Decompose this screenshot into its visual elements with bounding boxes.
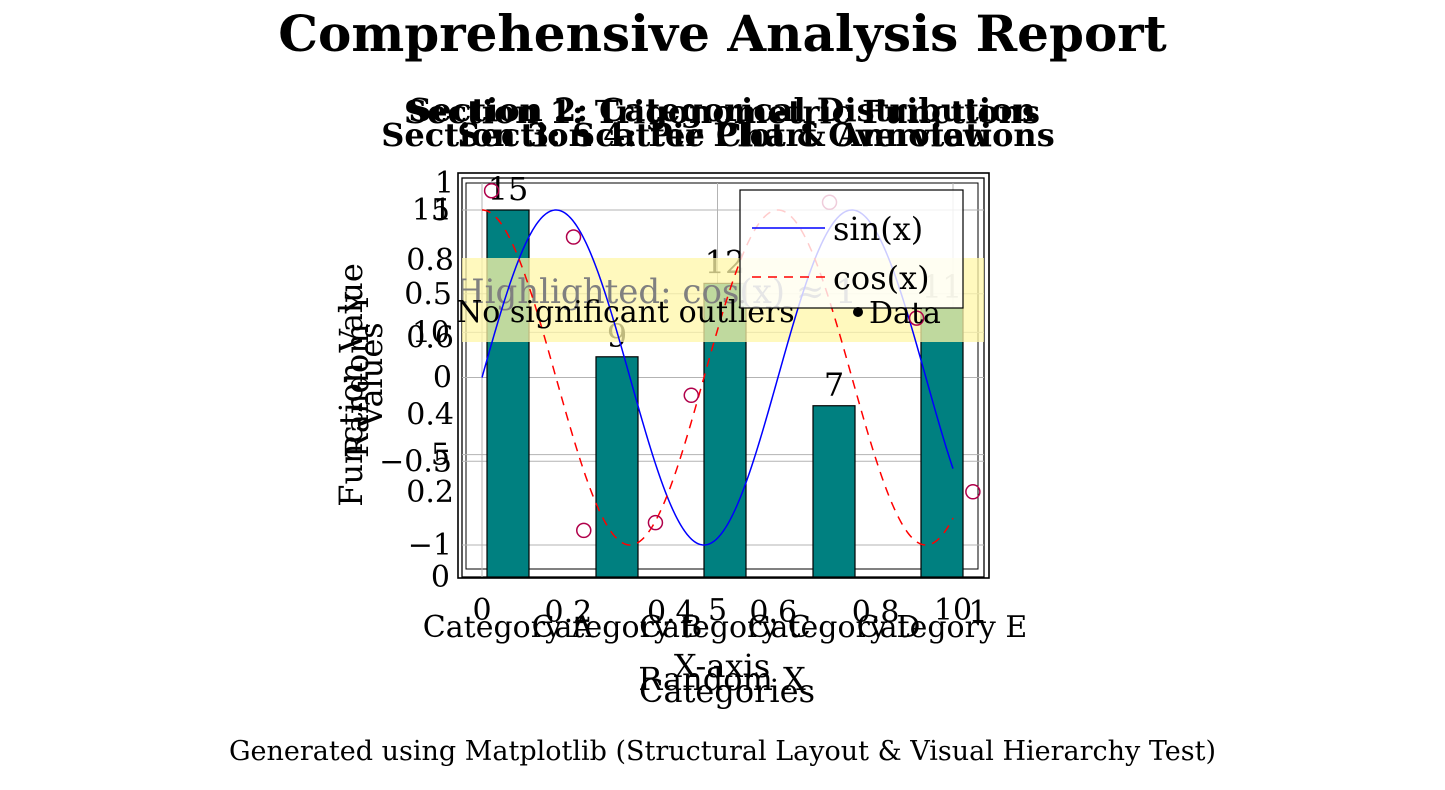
bar (595, 356, 639, 578)
section-1-title: Section 1: Trigonometric Functions (404, 93, 1040, 131)
tick-label: 0.2 (545, 595, 593, 630)
tick-label: 15 (412, 193, 450, 228)
legend-cos-label: cos(x) (833, 259, 930, 297)
tick-label: −0.5 (379, 444, 452, 479)
tick-label: 1 (433, 193, 452, 228)
tick-label: 0.4 (406, 398, 454, 433)
scatter-series (483, 182, 981, 539)
x-axis-label-scatter: Random X (638, 660, 806, 698)
tick-label: 0.6 (749, 595, 797, 630)
bar (812, 405, 856, 578)
legend: sin(x) cos(x) Data (739, 189, 964, 331)
y-axis-label-bar: Values (352, 322, 390, 428)
tick-label: 1 (435, 166, 454, 201)
tick-label: 10 (412, 315, 450, 350)
scatter-point (483, 182, 500, 199)
tick-label: 0 (433, 361, 452, 396)
tick-label: 0.8 (852, 595, 900, 630)
axes-frame-outer (457, 172, 990, 579)
tick-label: 5 (431, 438, 450, 473)
scatter-point (908, 310, 925, 326)
report-footer: Generated using Matplotlib (Structural L… (228, 736, 1216, 767)
tick-label: 0.5 (404, 277, 452, 312)
legend-sin-label: sin(x) (833, 210, 923, 248)
legend-data-marker (853, 307, 863, 317)
tick-label: 5 (708, 593, 727, 628)
tick-label: Category D (748, 610, 921, 645)
tick-label: 0 (431, 560, 450, 595)
tick-label: 1 (968, 595, 987, 630)
bar (920, 307, 964, 578)
bar-value-label: 7 (824, 366, 844, 404)
tick-label: Category E (857, 610, 1028, 645)
tick-label: 0.2 (406, 475, 454, 510)
section-4-title: Section 4: Pie Chart Overview (457, 116, 992, 154)
tick-label: 0.6 (406, 320, 454, 355)
scatter-point (647, 514, 664, 531)
scatter-point (565, 229, 582, 245)
bar-value-label: 15 (488, 170, 529, 208)
tick-label: Category C (639, 610, 811, 645)
tick-label: 0 (472, 593, 491, 628)
y-axis-label-scatter: Random Y (338, 291, 376, 458)
tick-label: 0.8 (406, 243, 454, 278)
tick-label: Category A (423, 610, 594, 645)
legend-data-label: Data (869, 296, 941, 331)
section-3-title: Section 3: Scatter Plot & Annotations (381, 116, 1054, 154)
scatter-point (576, 522, 592, 539)
x-axis-label-line: X-axis (674, 647, 770, 685)
tick-label: 0.4 (647, 595, 695, 630)
tick-label: Category B (532, 610, 703, 645)
y-axis-label-line: Function Value (332, 263, 370, 507)
tick-label: 10 (934, 593, 972, 628)
report-title: Comprehensive Analysis Report (278, 4, 1167, 63)
scatter-annotation: No significant outliers (456, 295, 795, 330)
scatter-point (683, 387, 700, 404)
section-2-title: Section 2: Categorical Distribution (408, 91, 1035, 129)
scatter-point (965, 484, 981, 500)
tick-label: −1 (408, 528, 452, 563)
legend-box (739, 189, 964, 309)
cos-curve (481, 209, 954, 546)
x-axis-label-bar: Categories (639, 672, 815, 710)
